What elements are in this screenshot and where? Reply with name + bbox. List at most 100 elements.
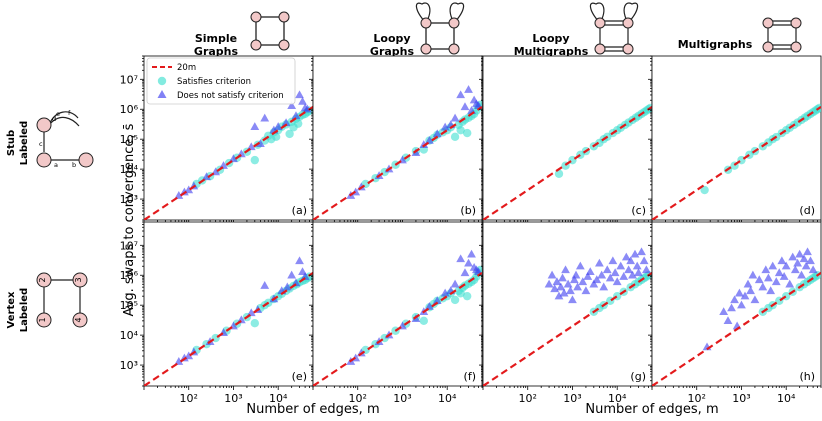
point-not-satisfies xyxy=(602,265,612,274)
legend-label-satisfies: Satisfies criterion xyxy=(177,77,251,87)
point-not-satisfies xyxy=(246,308,256,317)
reference-line-20m xyxy=(483,271,652,386)
row-title-vertex-line2: Labeled xyxy=(19,288,30,332)
point-not-satisfies xyxy=(566,286,575,295)
point-not-satisfies xyxy=(785,279,795,288)
x-tick-label: 10³ xyxy=(563,392,581,405)
point-not-satisfies xyxy=(642,265,651,274)
point-not-satisfies xyxy=(594,258,604,267)
point-not-satisfies xyxy=(585,267,595,276)
point-not-satisfies xyxy=(255,139,265,148)
column-title-loopy-multi-line1: Loopy xyxy=(532,32,569,45)
point-not-satisfies xyxy=(464,85,473,93)
panel-e: 10² 10³ 10⁴ 10³ 10⁴ 10⁵ 10⁶ 10⁷ (e) xyxy=(120,221,314,405)
point-not-satisfies xyxy=(544,279,554,288)
x-tick-label: 10² xyxy=(180,392,198,405)
point-satisfies xyxy=(456,125,465,135)
x-axis-label-right: Number of edges, m xyxy=(585,402,718,417)
point-not-satisfies xyxy=(610,268,620,277)
panel-frame xyxy=(143,221,314,387)
y-axis-label-symbol: s̄ xyxy=(122,123,137,130)
point-not-satisfies xyxy=(554,291,564,300)
point-not-satisfies xyxy=(768,261,778,270)
point-not-satisfies xyxy=(303,104,312,113)
stub-label-e: e xyxy=(56,110,60,118)
point-not-satisfies xyxy=(803,247,812,256)
point-not-satisfies xyxy=(630,249,640,258)
point-not-satisfies xyxy=(723,316,733,325)
point-not-satisfies xyxy=(605,273,615,282)
point-not-satisfies xyxy=(797,270,806,279)
plot-area xyxy=(483,103,652,220)
y-tick-label: 10⁵ xyxy=(120,133,138,146)
point-not-satisfies xyxy=(432,129,442,138)
point-not-satisfies xyxy=(790,265,800,274)
point-not-satisfies xyxy=(774,268,784,277)
point-not-satisfies xyxy=(547,270,557,279)
point-satisfies xyxy=(450,132,460,142)
panel-label: (c) xyxy=(631,204,646,217)
point-not-satisfies xyxy=(771,277,781,286)
vertex-label-1: 1 xyxy=(38,317,47,322)
point-not-satisfies xyxy=(568,295,577,304)
point-not-satisfies xyxy=(578,277,588,286)
point-not-satisfies xyxy=(743,279,753,288)
point-not-satisfies xyxy=(781,261,791,270)
point-not-satisfies xyxy=(583,272,593,280)
column-title-loopy-line1: Loopy xyxy=(373,32,410,45)
plot-area xyxy=(652,103,821,220)
column-title-simple-line2: Graphs xyxy=(194,45,239,58)
point-not-satisfies xyxy=(793,258,803,267)
point-not-satisfies xyxy=(788,252,798,261)
panel-frame xyxy=(482,221,653,387)
y-axis-label-text: Avg. swaps to convergence, xyxy=(122,134,137,316)
legend-swatch-satisfies xyxy=(157,76,167,86)
point-not-satisfies xyxy=(556,282,566,291)
point-not-satisfies xyxy=(719,307,729,316)
x-tick-label: 10² xyxy=(519,392,537,405)
point-satisfies xyxy=(462,291,472,301)
reference-line-20m xyxy=(144,271,313,386)
point-not-satisfies xyxy=(735,288,744,297)
point-not-satisfies xyxy=(581,286,591,295)
point-not-satisfies xyxy=(779,272,789,280)
point-satisfies xyxy=(450,295,460,305)
y-tick-label: 10⁵ xyxy=(120,299,138,312)
point-not-satisfies xyxy=(440,288,450,297)
point-not-satisfies xyxy=(460,268,470,277)
point-not-satisfies xyxy=(563,279,573,288)
y-tick-label: 10³ xyxy=(120,359,138,372)
point-not-satisfies xyxy=(727,303,736,312)
plot-area xyxy=(652,247,821,386)
point-not-satisfies xyxy=(571,270,581,279)
point-not-satisfies xyxy=(246,142,256,151)
vertex-label-2: 2 xyxy=(38,277,47,282)
point-not-satisfies xyxy=(552,277,562,286)
point-not-satisfies xyxy=(456,254,466,263)
point-not-satisfies xyxy=(737,300,746,309)
y-tick-label: 10³ xyxy=(120,193,138,206)
y-tick-label: 10⁷ xyxy=(120,73,138,86)
point-not-satisfies xyxy=(795,249,805,258)
point-not-satisfies xyxy=(291,278,301,287)
point-not-satisfies xyxy=(424,301,434,310)
point-not-satisfies xyxy=(281,118,291,127)
point-not-satisfies xyxy=(612,277,622,286)
point-not-satisfies xyxy=(639,256,649,265)
panel-frame xyxy=(312,221,483,387)
plot-area xyxy=(483,247,652,386)
point-not-satisfies xyxy=(619,272,629,280)
point-not-satisfies xyxy=(287,270,297,279)
reference-line-20m xyxy=(144,105,313,220)
point-not-satisfies xyxy=(561,265,570,274)
legend-label-reference: 20m xyxy=(177,63,196,73)
reference-line-20m xyxy=(483,105,652,220)
vertex-label-3: 3 xyxy=(74,277,83,282)
point-not-satisfies xyxy=(632,261,642,270)
point-not-satisfies xyxy=(801,261,811,270)
point-satisfies xyxy=(293,119,303,128)
panel-frame xyxy=(651,221,822,387)
row-title-vertex-line1: Vertex xyxy=(6,291,17,328)
